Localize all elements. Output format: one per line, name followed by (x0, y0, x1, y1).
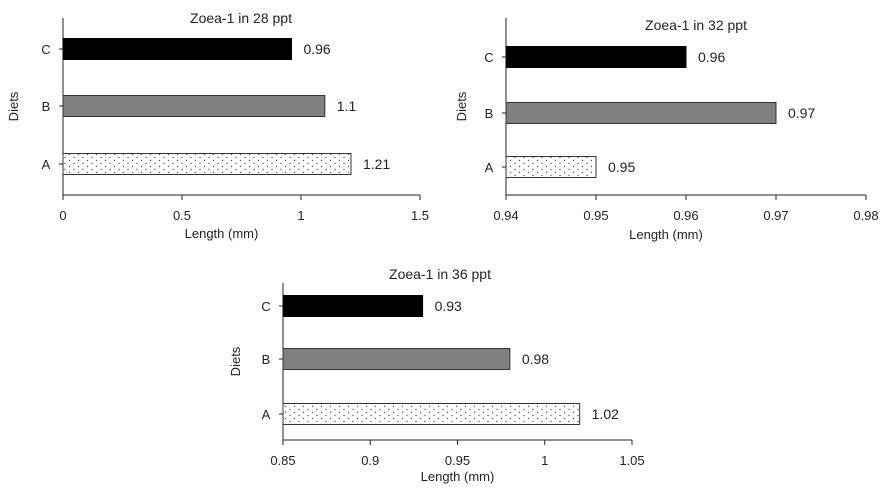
x-tick-label: 1 (297, 208, 304, 223)
x-tick-label: 0.5 (173, 208, 191, 223)
data-label: 0.97 (788, 105, 815, 121)
x-tick-label: 1.5 (411, 208, 429, 223)
bar-A (505, 156, 597, 178)
category-label: C (41, 42, 50, 57)
bar-C (505, 46, 687, 68)
x-tick-label: 0.95 (445, 453, 470, 468)
chart-title: Zoea-1 in 32 ppt (645, 17, 747, 33)
x-tick-label: 0.96 (673, 208, 698, 223)
x-tick-label: 0.98 (853, 208, 878, 223)
data-label: 0.95 (608, 159, 635, 175)
category-label: C (484, 50, 493, 65)
data-label: 0.98 (522, 351, 549, 367)
bar-A (62, 153, 352, 175)
x-tick-label: 0.94 (493, 208, 518, 223)
x-axis-label: Length (mm) (185, 226, 259, 241)
category-label: A (485, 160, 494, 175)
category-label: B (262, 352, 271, 367)
bar-B (62, 95, 326, 117)
bar-B (282, 348, 511, 370)
y-axis-label: Diets (6, 91, 21, 121)
x-axis-label: Length (mm) (421, 469, 495, 484)
data-label: 0.96 (698, 49, 725, 65)
chart-title: Zoea-1 in 28 ppt (190, 10, 292, 26)
category-label: B (485, 106, 494, 121)
data-label: 1.1 (337, 98, 357, 114)
category-label: A (42, 157, 51, 172)
category-label: A (262, 407, 271, 422)
x-tick-label: 0 (59, 208, 66, 223)
chart-2: Zoea-1 in 32 ppt 0.94 0.95 0.96 0.97 0.98 Leng… (454, 17, 879, 242)
data-label: 1.02 (592, 406, 619, 422)
chart-title: Zoea-1 in 36 ppt (389, 266, 491, 282)
y-axis-label: Diets (454, 91, 469, 121)
x-tick-label: 1.05 (619, 453, 644, 468)
bar-B (505, 102, 777, 124)
data-label: 0.96 (303, 41, 330, 57)
chart-3: Zoea-1 in 36 ppt 0.85 0.9 0.95 1 1.05 Length (… (228, 266, 645, 484)
chart-1: Zoea-1 in 28 ppt 0 0.5 1 1.5 Length (mm) Diets… (6, 10, 429, 241)
x-tick-label: 1 (541, 453, 548, 468)
x-tick-label: 0.85 (270, 453, 295, 468)
bar-C (282, 295, 424, 317)
data-label: 1.21 (363, 156, 390, 172)
x-axis-label: Length (mm) (629, 227, 703, 242)
x-tick-label: 0.95 (583, 208, 608, 223)
x-tick-label: 0.97 (763, 208, 788, 223)
x-tick-label: 0.9 (361, 453, 379, 468)
data-label: 0.93 (435, 298, 462, 314)
category-label: C (261, 299, 270, 314)
y-axis-label: Diets (228, 346, 243, 376)
category-label: B (42, 99, 51, 114)
bar-A (282, 403, 581, 425)
bar-C (62, 38, 292, 60)
